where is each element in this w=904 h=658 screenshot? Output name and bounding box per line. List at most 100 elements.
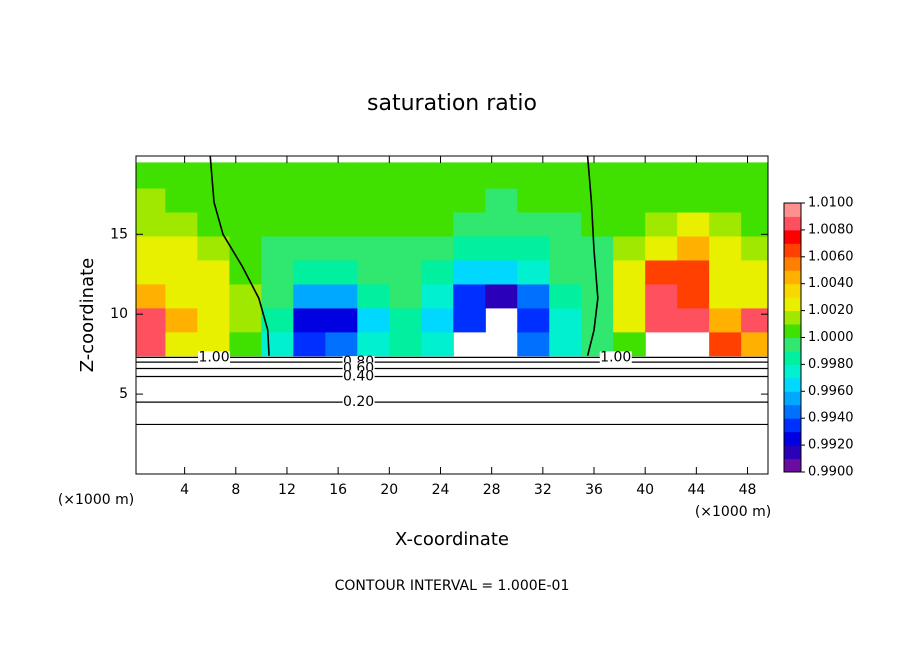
- field-cell: [389, 258, 422, 285]
- field-cell: [136, 282, 167, 309]
- field-cell: [136, 162, 167, 189]
- colorbar-swatch: [784, 418, 801, 433]
- x-tick-label: 28: [483, 482, 501, 498]
- colorbar-swatch: [784, 229, 801, 244]
- field-cell: [293, 162, 326, 189]
- contour-label: 1.00: [600, 349, 631, 365]
- field-cell: [645, 234, 678, 261]
- field-cell: [741, 258, 768, 285]
- field-cell: [709, 210, 742, 237]
- field-cell: [261, 258, 294, 285]
- y-tick-label: 10: [110, 306, 128, 322]
- field-cell: [165, 258, 199, 285]
- field-cell: [325, 306, 358, 333]
- field-cell: [517, 186, 550, 213]
- y-tick-label: 5: [119, 386, 128, 402]
- colorbar-swatch: [784, 364, 801, 379]
- field-cell: [261, 234, 294, 261]
- field-cell: [645, 306, 678, 333]
- field-cell: [453, 234, 486, 261]
- field-cell: [613, 306, 646, 333]
- field-cell: [229, 330, 262, 357]
- field-cell: [581, 258, 614, 285]
- field-cell: [293, 306, 326, 333]
- footer: CONTOUR INTERVAL = 1.000E-01: [335, 578, 570, 594]
- field-cell: [421, 258, 454, 285]
- field-cell: [197, 306, 230, 333]
- x-unit: (×1000 m): [58, 492, 134, 508]
- field-cell: [325, 162, 358, 189]
- field-cell: [421, 282, 454, 309]
- field-cell: [357, 258, 390, 285]
- contour-label: 0.20: [343, 394, 374, 410]
- field-cell: [677, 162, 710, 189]
- field-cell: [325, 210, 358, 237]
- field-cell: [325, 330, 358, 357]
- colorbar-swatch: [784, 203, 801, 217]
- field-cell: [325, 282, 358, 309]
- field-cell: [325, 258, 358, 285]
- field-cell: [453, 210, 486, 237]
- field-cell: [549, 258, 582, 285]
- x-tick-label: 4: [180, 482, 189, 498]
- field-cell: [645, 282, 678, 309]
- x-tick-label: 20: [380, 482, 398, 498]
- field-cell: [485, 282, 518, 309]
- x-tick-label: 48: [739, 482, 757, 498]
- field-cell: [741, 282, 768, 309]
- field-cell: [581, 162, 614, 189]
- field-cell: [709, 306, 742, 333]
- x-tick-label: 32: [534, 482, 552, 498]
- field-cell: [229, 162, 262, 189]
- colorbar-swatch: [784, 216, 801, 231]
- field-cell: [485, 210, 518, 237]
- colorbar-swatch: [784, 445, 801, 460]
- field-cell: [229, 186, 262, 213]
- field-cell: [645, 186, 678, 213]
- field-cell: [517, 330, 550, 357]
- field-cell: [549, 330, 582, 357]
- field-cell: [197, 258, 230, 285]
- colorbar-tick-label: 1.0080: [808, 222, 854, 237]
- field-cell: [741, 234, 768, 261]
- field-cell: [165, 162, 199, 189]
- field-cell: [677, 306, 710, 333]
- field-cell: [165, 306, 199, 333]
- field-cell: [389, 162, 422, 189]
- field-cell: [136, 210, 167, 237]
- colorbar-swatch: [784, 283, 801, 298]
- field-cell: [677, 186, 710, 213]
- field-cell: [261, 330, 294, 357]
- field-cell: [389, 330, 422, 357]
- field-cell: [581, 306, 614, 333]
- field-cell: [613, 186, 646, 213]
- field-cell: [485, 234, 518, 261]
- field-cell: [357, 234, 390, 261]
- field-cell: [421, 162, 454, 189]
- field-cell: [357, 210, 390, 237]
- colorbar-tick-label: 1.0040: [808, 276, 854, 291]
- chart-title: saturation ratio: [367, 91, 537, 116]
- overlay: 1.00 1.000.800.600.400.20: [198, 349, 632, 410]
- field-cell: [549, 186, 582, 213]
- field-cell: [261, 306, 294, 333]
- field-cell: [261, 162, 294, 189]
- field-cell: [613, 234, 646, 261]
- field-cell: [357, 282, 390, 309]
- field-cell: [389, 282, 422, 309]
- y-axis-label: Z-coordinate: [77, 258, 98, 373]
- field-cell: [261, 210, 294, 237]
- field-cell: [517, 282, 550, 309]
- field-cell: [517, 210, 550, 237]
- colorbar-swatch: [784, 337, 801, 352]
- field-cell: [517, 162, 550, 189]
- field-cell: [453, 162, 486, 189]
- field-cell: [357, 306, 390, 333]
- field-cell: [357, 162, 390, 189]
- field-cell: [136, 330, 167, 357]
- field-cell: [325, 186, 358, 213]
- field-cell: [549, 234, 582, 261]
- colorbar-swatch: [784, 297, 801, 312]
- field-cell: [581, 234, 614, 261]
- field-cell: [325, 234, 358, 261]
